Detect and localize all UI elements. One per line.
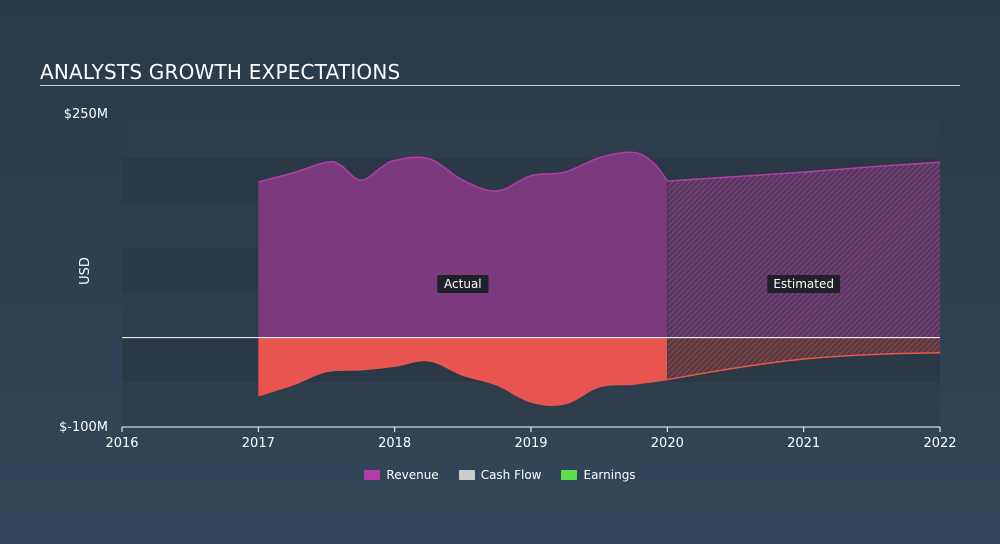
legend-item-cash-flow[interactable]: Cash Flow (458, 468, 542, 482)
legend-label-revenue: Revenue (386, 468, 439, 482)
legend-swatch-earnings (561, 470, 578, 480)
legend-item-earnings[interactable]: Earnings (561, 468, 636, 482)
revenue-actual-line (258, 151, 668, 192)
legend: Revenue Cash Flow Earnings (0, 468, 1000, 482)
x-tick-label: 2016 (105, 436, 138, 451)
revenue-estimated-line (667, 161, 941, 182)
y-tick-label-max: $250M (64, 107, 108, 122)
region-label-actual: Actual (444, 277, 482, 291)
x-tick-label: 2019 (514, 436, 547, 451)
x-tick-label: 2020 (651, 436, 684, 451)
x-tick-label: 2021 (787, 436, 820, 451)
legend-item-revenue[interactable]: Revenue (364, 468, 439, 482)
chart-title: ANALYSTS GROWTH EXPECTATIONS (40, 60, 401, 84)
region-label-estimated: Estimated (773, 277, 834, 291)
earnings-estimated-line (667, 352, 941, 381)
x-tick-label: 2018 (378, 436, 411, 451)
y-tick-label-min: $-100M (59, 420, 108, 435)
legend-swatch-revenue (364, 470, 381, 480)
revenue-actual-area (258, 152, 668, 338)
earnings-actual-area (258, 337, 668, 406)
legend-swatch-cash-flow (458, 470, 475, 480)
region-label-bg (437, 275, 489, 293)
legend-label-earnings: Earnings (583, 468, 636, 482)
x-tick-label: 2017 (242, 436, 275, 451)
revenue-estimated-area (667, 162, 940, 338)
x-tick-label: 2022 (923, 436, 956, 451)
y-axis-label: USD (78, 257, 93, 285)
title-divider (40, 85, 960, 86)
earnings-actual-line (258, 359, 668, 407)
legend-label-cash-flow: Cash Flow (480, 468, 542, 482)
region-label-bg (767, 275, 841, 293)
grid-band (122, 114, 940, 159)
